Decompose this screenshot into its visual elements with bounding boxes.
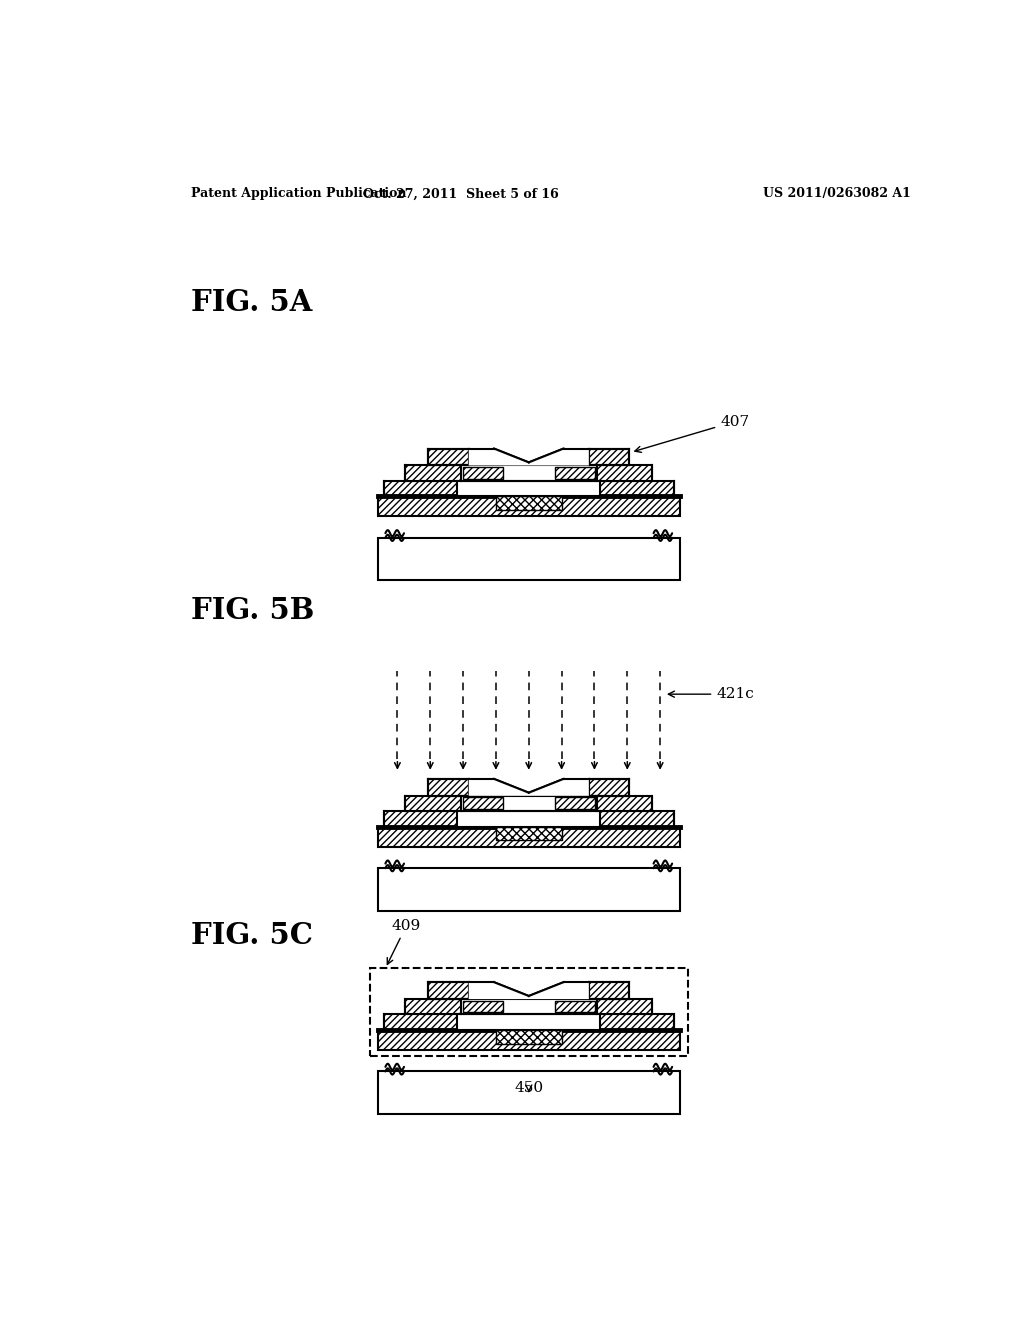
Bar	[370, 969, 688, 1056]
Text: FIG. 5C: FIG. 5C	[191, 921, 313, 950]
Bar	[406, 999, 652, 1015]
Polygon shape	[469, 449, 589, 466]
Bar	[469, 779, 589, 796]
Bar	[496, 496, 562, 510]
Polygon shape	[469, 779, 589, 796]
Bar	[555, 797, 595, 809]
Bar	[461, 466, 597, 480]
Text: 421c: 421c	[669, 688, 754, 701]
Text: US 2011/0263082 A1: US 2011/0263082 A1	[763, 187, 910, 201]
Polygon shape	[469, 982, 589, 999]
Bar	[496, 1030, 562, 1044]
Bar	[555, 467, 595, 479]
Bar	[463, 1001, 503, 1012]
Bar	[463, 467, 503, 479]
Bar	[428, 982, 469, 999]
Bar	[406, 796, 652, 812]
Bar	[461, 999, 597, 1015]
Bar	[384, 812, 674, 826]
Bar	[458, 480, 600, 496]
Bar	[384, 1015, 674, 1030]
Polygon shape	[494, 449, 563, 462]
Bar	[458, 1015, 600, 1030]
Bar	[428, 779, 469, 796]
Bar	[496, 826, 562, 841]
Text: Patent Application Publication: Patent Application Publication	[191, 187, 407, 201]
Bar	[555, 1001, 595, 1012]
Text: FIG. 5A: FIG. 5A	[191, 288, 313, 317]
Bar	[378, 496, 680, 516]
Bar	[406, 466, 652, 480]
Text: Oct. 27, 2011  Sheet 5 of 16: Oct. 27, 2011 Sheet 5 of 16	[364, 187, 559, 201]
Bar	[463, 797, 503, 809]
Bar	[589, 779, 629, 796]
Bar	[378, 1030, 680, 1049]
Bar	[384, 480, 674, 496]
Bar	[378, 1072, 680, 1114]
Bar	[378, 537, 680, 581]
Bar	[378, 826, 680, 846]
Bar	[589, 449, 629, 466]
Polygon shape	[494, 982, 563, 997]
Text: 450: 450	[514, 1081, 544, 1094]
Text: FIG. 5B: FIG. 5B	[191, 597, 314, 626]
Bar	[589, 982, 629, 999]
Text: 409: 409	[387, 919, 421, 965]
Text: 407: 407	[635, 414, 750, 453]
Bar	[428, 449, 469, 466]
Bar	[458, 812, 600, 826]
Bar	[461, 796, 597, 812]
Bar	[469, 449, 589, 466]
Bar	[378, 869, 680, 911]
Bar	[469, 982, 589, 999]
Polygon shape	[494, 779, 563, 793]
